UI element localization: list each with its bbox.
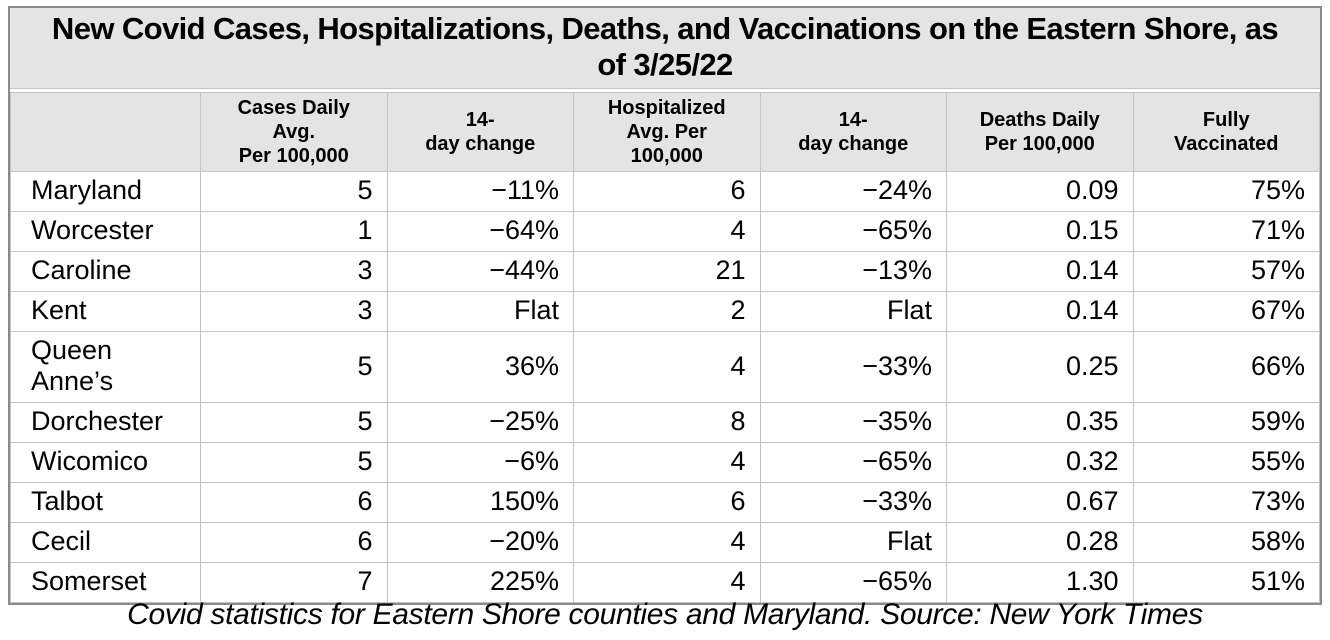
cell-cases-change: 150% bbox=[386, 482, 574, 523]
row-label: Cecil bbox=[10, 522, 201, 563]
table-row-cecil: Cecil 6 −20% 4 Flat 0.28 58% bbox=[10, 522, 1320, 563]
table-row-worcester: Worcester 1 −64% 4 −65% 0.15 71% bbox=[10, 211, 1320, 252]
cell-cases-change: −64% bbox=[386, 211, 574, 252]
cell-deaths: 0.35 bbox=[946, 402, 1134, 443]
cell-deaths: 0.28 bbox=[946, 522, 1134, 563]
table-title: New Covid Cases, Hospitalizations, Death… bbox=[10, 8, 1320, 89]
cell-hosp-change: −65% bbox=[759, 211, 947, 252]
row-label: Worcester bbox=[10, 211, 201, 252]
cell-hospitalized: 2 bbox=[573, 291, 761, 332]
cell-vaccinated: 73% bbox=[1132, 482, 1320, 523]
row-label: Kent bbox=[10, 291, 201, 332]
cell-deaths: 0.14 bbox=[946, 251, 1134, 292]
table-row-somerset: Somerset 7 225% 4 −65% 1.30 51% bbox=[10, 562, 1320, 603]
cell-cases: 5 bbox=[200, 171, 388, 212]
cell-cases: 3 bbox=[200, 251, 388, 292]
cell-hosp-change: Flat bbox=[759, 522, 947, 563]
cell-cases-change: 225% bbox=[386, 562, 574, 603]
table-row-wicomico: Wicomico 5 −6% 4 −65% 0.32 55% bbox=[10, 442, 1320, 483]
cell-deaths: 1.30 bbox=[946, 562, 1134, 603]
header-hosp-14day-change: 14- day change bbox=[759, 92, 947, 172]
cell-deaths: 0.32 bbox=[946, 442, 1134, 483]
header-cases-daily-avg: Cases Daily Avg. Per 100,000 bbox=[200, 92, 388, 172]
header-blank bbox=[10, 92, 201, 172]
cell-hospitalized: 6 bbox=[573, 482, 761, 523]
cell-cases: 5 bbox=[200, 402, 388, 443]
cell-hospitalized: 4 bbox=[573, 522, 761, 563]
covid-stats-table: Cases Daily Avg. Per 100,000 14- day cha… bbox=[10, 92, 1320, 603]
cell-deaths: 0.15 bbox=[946, 211, 1134, 252]
cell-vaccinated: 57% bbox=[1132, 251, 1320, 292]
row-label: Dorchester bbox=[10, 402, 201, 443]
cell-vaccinated: 55% bbox=[1132, 442, 1320, 483]
cell-hosp-change: −24% bbox=[759, 171, 947, 212]
cell-deaths: 0.14 bbox=[946, 291, 1134, 332]
cell-vaccinated: 59% bbox=[1132, 402, 1320, 443]
cell-cases: 5 bbox=[200, 331, 388, 403]
header-deaths-daily: Deaths Daily Per 100,000 bbox=[946, 92, 1134, 172]
table-row-talbot: Talbot 6 150% 6 −33% 0.67 73% bbox=[10, 482, 1320, 523]
header-cases-14day-change: 14- day change bbox=[386, 92, 574, 172]
table-row-maryland: Maryland 5 −11% 6 −24% 0.09 75% bbox=[10, 171, 1320, 212]
cell-cases: 3 bbox=[200, 291, 388, 332]
cell-deaths: 0.67 bbox=[946, 482, 1134, 523]
title-header-divider bbox=[10, 89, 1320, 92]
header-hospitalized-avg: Hospitalized Avg. Per 100,000 bbox=[573, 92, 761, 172]
covid-stats-table-panel: New Covid Cases, Hospitalizations, Death… bbox=[8, 6, 1322, 605]
row-label: Talbot bbox=[10, 482, 201, 523]
cell-hospitalized: 4 bbox=[573, 211, 761, 252]
cell-vaccinated: 67% bbox=[1132, 291, 1320, 332]
table-row-dorchester: Dorchester 5 −25% 8 −35% 0.35 59% bbox=[10, 402, 1320, 443]
cell-hospitalized: 6 bbox=[573, 171, 761, 212]
cell-hosp-change: −33% bbox=[759, 482, 947, 523]
table-row-caroline: Caroline 3 −44% 21 −13% 0.14 57% bbox=[10, 251, 1320, 292]
table-row-queen-annes: Queen Anne’s 5 36% 4 −33% 0.25 66% bbox=[10, 331, 1320, 403]
cell-hospitalized: 4 bbox=[573, 442, 761, 483]
cell-cases: 6 bbox=[200, 522, 388, 563]
cell-hosp-change: −65% bbox=[759, 562, 947, 603]
cell-vaccinated: 66% bbox=[1132, 331, 1320, 403]
row-label: Queen Anne’s bbox=[10, 331, 201, 403]
cell-vaccinated: 71% bbox=[1132, 211, 1320, 252]
cell-cases: 5 bbox=[200, 442, 388, 483]
row-label: Somerset bbox=[10, 562, 201, 603]
cell-hosp-change: Flat bbox=[759, 291, 947, 332]
row-label: Caroline bbox=[10, 251, 201, 292]
table-caption: Covid statistics for Eastern Shore count… bbox=[127, 598, 1203, 631]
cell-hosp-change: −65% bbox=[759, 442, 947, 483]
cell-cases: 1 bbox=[200, 211, 388, 252]
cell-cases-change: −20% bbox=[386, 522, 574, 563]
cell-cases: 7 bbox=[200, 562, 388, 603]
cell-vaccinated: 75% bbox=[1132, 171, 1320, 212]
cell-cases-change: −6% bbox=[386, 442, 574, 483]
cell-vaccinated: 58% bbox=[1132, 522, 1320, 563]
cell-cases-change: −25% bbox=[386, 402, 574, 443]
row-label: Maryland bbox=[10, 171, 201, 212]
cell-vaccinated: 51% bbox=[1132, 562, 1320, 603]
cell-cases-change: Flat bbox=[386, 291, 574, 332]
table-header-row: Cases Daily Avg. Per 100,000 14- day cha… bbox=[10, 92, 1320, 172]
cell-hospitalized: 4 bbox=[573, 562, 761, 603]
cell-hosp-change: −35% bbox=[759, 402, 947, 443]
cell-deaths: 0.25 bbox=[946, 331, 1134, 403]
cell-hospitalized: 21 bbox=[573, 251, 761, 292]
cell-cases: 6 bbox=[200, 482, 388, 523]
cell-hospitalized: 8 bbox=[573, 402, 761, 443]
cell-cases-change: −44% bbox=[386, 251, 574, 292]
cell-deaths: 0.09 bbox=[946, 171, 1134, 212]
cell-hospitalized: 4 bbox=[573, 331, 761, 403]
cell-cases-change: 36% bbox=[386, 331, 574, 403]
header-fully-vaccinated: Fully Vaccinated bbox=[1132, 92, 1320, 172]
cell-hosp-change: −13% bbox=[759, 251, 947, 292]
cell-cases-change: −11% bbox=[386, 171, 574, 212]
row-label: Wicomico bbox=[10, 442, 201, 483]
table-row-kent: Kent 3 Flat 2 Flat 0.14 67% bbox=[10, 291, 1320, 332]
cell-hosp-change: −33% bbox=[759, 331, 947, 403]
